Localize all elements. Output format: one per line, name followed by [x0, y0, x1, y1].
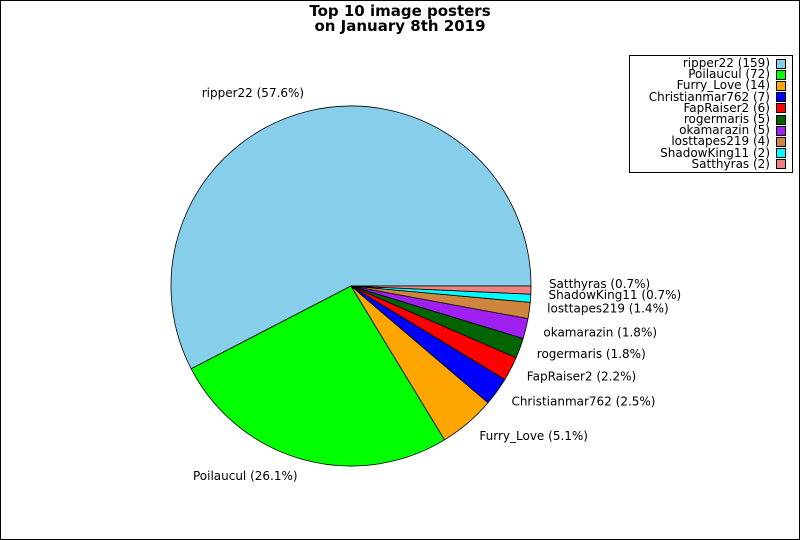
legend-label: okamarazin (5)	[679, 123, 770, 138]
chart-title: Top 10 image posters on January 8th 2019	[1, 4, 799, 34]
slice-label-furry-love: Furry_Love (5.1%)	[479, 429, 588, 443]
legend-label: Christianmar762 (7)	[648, 89, 770, 104]
legend-label: rogermaris (5)	[683, 112, 770, 127]
legend-item: Poilaucul (72)	[630, 67, 786, 82]
legend-item: FapRaiser2 (6)	[630, 100, 786, 115]
legend-label: Satthyras (2)	[691, 156, 770, 171]
legend-swatch	[776, 92, 786, 103]
legend-swatch	[776, 69, 786, 80]
legend-swatch	[776, 159, 786, 170]
legend-item: losttapes219 (4)	[630, 134, 786, 149]
legend-item: Furry_Love (14)	[630, 78, 786, 93]
legend-label: ShadowKing11 (2)	[660, 145, 770, 160]
legend-swatch	[776, 58, 786, 69]
legend-item: ShadowKing11 (2)	[630, 145, 786, 160]
slice-label-christianmar762: Christianmar762 (2.5%)	[511, 395, 655, 409]
legend-swatch	[776, 103, 786, 114]
chart-title-line-1: Top 10 image posters	[309, 2, 491, 20]
legend-swatch	[776, 148, 786, 159]
legend-label: Furry_Love (14)	[676, 78, 770, 93]
legend-item: Satthyras (2)	[630, 156, 786, 171]
chart-title-line-2: on January 8th 2019	[314, 17, 486, 35]
legend-item: Christianmar762 (7)	[630, 89, 786, 104]
legend-swatch	[776, 114, 786, 125]
slice-label-fapraiser2: FapRaiser2 (2.2%)	[527, 370, 636, 384]
pie-slice-ripper22	[170, 105, 532, 370]
pie-slice-poilaucul	[190, 285, 446, 467]
slice-label-satthyras: Satthyras (0.7%)	[549, 277, 650, 291]
legend-label: Poilaucul (72)	[688, 67, 770, 82]
slice-label-losttapes219: losttapes219 (1.4%)	[547, 301, 669, 315]
slice-label-poilaucul: Poilaucul (26.1%)	[193, 469, 298, 483]
slice-label-okamarazin: okamarazin (1.8%)	[543, 325, 657, 339]
legend-item: okamarazin (5)	[630, 123, 786, 138]
slice-label-rogermaris: rogermaris (1.8%)	[537, 347, 646, 361]
pie-slice-satthyras	[350, 285, 532, 295]
legend-label: FapRaiser2 (6)	[683, 100, 770, 115]
chart-legend: ripper22 (159) Poilaucul (72) Furry_Love (…	[629, 55, 793, 173]
slice-label-shadowking11: ShadowKing11 (0.7%)	[549, 288, 682, 302]
slice-label-ripper22: ripper22 (57.6%)	[202, 86, 304, 100]
legend-swatch	[776, 80, 786, 91]
legend-item: rogermaris (5)	[630, 112, 786, 127]
legend-label: ripper22 (159)	[682, 56, 770, 71]
legend-swatch	[776, 125, 786, 136]
legend-label: losttapes219 (4)	[671, 134, 770, 149]
legend-item: ripper22 (159)	[630, 56, 786, 71]
legend-swatch	[776, 136, 786, 147]
